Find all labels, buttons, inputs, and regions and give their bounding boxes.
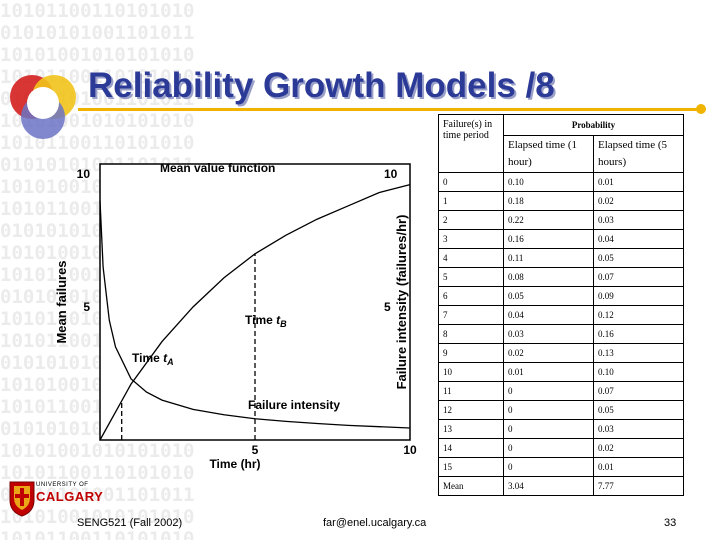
cell-failures: 12 [438,400,504,420]
cell-prob-5h: 7.77 [593,476,684,496]
cell-prob-5h: 0.07 [593,267,684,287]
cell-prob-5h: 0.01 [593,172,684,192]
table-row: Mean 3.04 7.77 [438,476,684,496]
footer-course: SENG521 (Fall 2002) [77,517,183,529]
table-row: 1 0.18 0.02 [438,191,684,211]
page-title: Reliability Growth Models /8 [88,66,555,105]
cell-prob-1h: 0 [503,457,594,477]
y-left-tick-label: 5 [83,300,90,314]
cell-prob-1h: 0.04 [503,305,594,325]
cell-failures: 9 [438,343,504,363]
cell-prob-1h: 0 [503,438,594,458]
cell-prob-1h: 3.04 [503,476,594,496]
footer-email: far@enel.ucalgary.ca [323,517,427,529]
table-row: 11 0 0.07 [438,381,684,401]
cell-failures: 11 [438,381,504,401]
cell-prob-5h: 0.02 [593,191,684,211]
page-number: 33 [664,517,677,529]
cell-prob-1h: 0 [503,381,594,401]
table-row: 5 0.08 0.07 [438,267,684,287]
table-row: 9 0.02 0.13 [438,343,684,363]
university-crest-icon [9,481,35,517]
table-row: 2 0.22 0.03 [438,210,684,230]
cell-prob-5h: 0.10 [593,362,684,382]
cell-prob-1h: 0.03 [503,324,594,344]
cell-prob-5h: 0.07 [593,381,684,401]
cell-prob-5h: 0.03 [593,419,684,439]
cell-prob-5h: 0.05 [593,248,684,268]
annotation-time-ta: Time tA [132,351,174,367]
probability-table: Failure(s) in time period Probability El… [438,114,684,496]
cell-prob-5h: 0.16 [593,324,684,344]
header-failures-period: Failure(s) in time period [438,114,504,173]
y-right-tick-label: 10 [384,167,398,181]
header-elapsed-1h: Elapsed time (1 hour) [503,135,594,173]
title-underline [78,108,700,111]
cell-prob-1h: 0.22 [503,210,594,230]
cell-prob-1h: 0.01 [503,362,594,382]
table-row: 15 0 0.01 [438,457,684,477]
x-tick-label: 5 [252,443,259,457]
table-row: 7 0.04 0.12 [438,305,684,325]
y-left-tick-label: 10 [77,167,91,181]
table-row: 13 0 0.03 [438,419,684,439]
x-tick-label: 10 [403,443,417,457]
university-name-line2: CALGARY [36,489,104,504]
y-right-tick-label: 5 [384,300,391,314]
cell-failures: 7 [438,305,504,325]
cell-prob-1h: 0.08 [503,267,594,287]
cell-prob-1h: 0.10 [503,172,594,192]
cell-failures: 15 [438,457,504,477]
series-label-failure-intensity: Failure intensity [248,398,340,412]
table-row: 12 0 0.05 [438,400,684,420]
cell-prob-5h: 0.13 [593,343,684,363]
cell-failures: 10 [438,362,504,382]
cell-failures: 14 [438,438,504,458]
x-axis-label: Time (hr) [209,457,260,471]
reliability-chart: 5 10 5 10 5 10 Mean value function Failure in… [54,161,417,471]
cell-failures: 1 [438,191,504,211]
table-row: 6 0.05 0.09 [438,286,684,306]
decorative-circles-logo [10,75,76,139]
cell-failures: 13 [438,419,504,439]
cell-prob-5h: 0.01 [593,457,684,477]
cell-prob-1h: 0.02 [503,343,594,363]
annotation-time-tb: Time tB [245,313,287,329]
cell-prob-1h: 0.11 [503,248,594,268]
y-axis-label-left: Mean failures [54,260,69,343]
cell-prob-5h: 0.05 [593,400,684,420]
header-elapsed-5h: Elapsed time (5 hours) [593,135,684,173]
table-row: 8 0.03 0.16 [438,324,684,344]
cell-prob-5h: 0.04 [593,229,684,249]
university-name-line1: UNIVERSITY OF [36,482,89,488]
cell-prob-5h: 0.03 [593,210,684,230]
failure-intensity-curve [99,200,411,429]
cell-failures: 3 [438,229,504,249]
header-probability: Probability [503,114,684,136]
table-row: 14 0 0.02 [438,438,684,458]
cell-failures: 2 [438,210,504,230]
binary-background: 10101100110101010 01010101001101011 1010… [0,0,195,540]
cell-failures: Mean [438,476,504,496]
table-row: 3 0.16 0.04 [438,229,684,249]
y-axis-label-right: Failure intensity (failures/hr) [394,215,409,390]
cell-prob-5h: 0.09 [593,286,684,306]
cell-failures: 5 [438,267,504,287]
cell-failures: 4 [438,248,504,268]
cell-prob-1h: 0 [503,400,594,420]
cell-prob-1h: 0.18 [503,191,594,211]
cell-prob-5h: 0.02 [593,438,684,458]
table-row: 10 0.01 0.10 [438,362,684,382]
title-underline-dot [696,104,706,114]
cell-prob-1h: 0.05 [503,286,594,306]
table-row: 4 0.11 0.05 [438,248,684,268]
table-row: 0 0.10 0.01 [438,172,684,192]
cell-prob-5h: 0.12 [593,305,684,325]
series-label-mean-value: Mean value function [160,161,275,175]
cell-prob-1h: 0 [503,419,594,439]
cell-failures: 8 [438,324,504,344]
cell-failures: 6 [438,286,504,306]
cell-prob-1h: 0.16 [503,229,594,249]
cell-failures: 0 [438,172,504,192]
